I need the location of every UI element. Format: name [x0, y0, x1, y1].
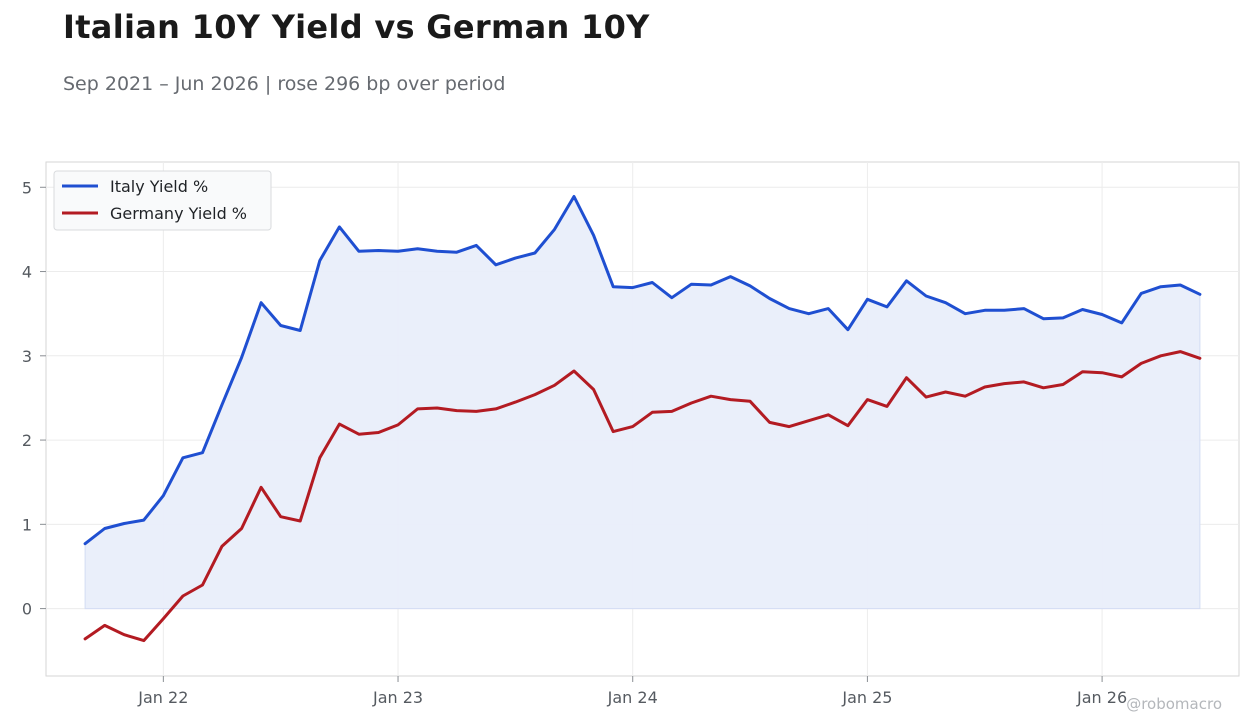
y-tick-label: 5 [22, 178, 32, 197]
y-tick-label: 1 [22, 515, 32, 534]
legend-label-1: Germany Yield % [110, 204, 247, 223]
x-tick-label: Jan 25 [841, 688, 892, 707]
legend-label-0: Italy Yield % [110, 177, 208, 196]
y-tick-label: 2 [22, 431, 32, 450]
x-tick-label: Jan 26 [1076, 688, 1127, 707]
y-tick-label: 0 [22, 600, 32, 619]
chart-title: Italian 10Y Yield vs German 10Y [63, 8, 650, 46]
chart-subtitle: Sep 2021 – Jun 2026 | rose 296 bp over p… [63, 73, 506, 95]
series-line-1 [83, 350, 1202, 643]
x-tick-label: Jan 23 [372, 688, 423, 707]
y-tick-label: 3 [22, 347, 32, 366]
credit-watermark: @robomacro [1126, 695, 1222, 713]
y-tick-label: 4 [22, 263, 32, 282]
legend-box [53, 170, 272, 231]
series-line-0 [83, 195, 1202, 546]
x-tick-label: Jan 22 [137, 688, 188, 707]
x-tick-label: Jan 24 [607, 688, 658, 707]
